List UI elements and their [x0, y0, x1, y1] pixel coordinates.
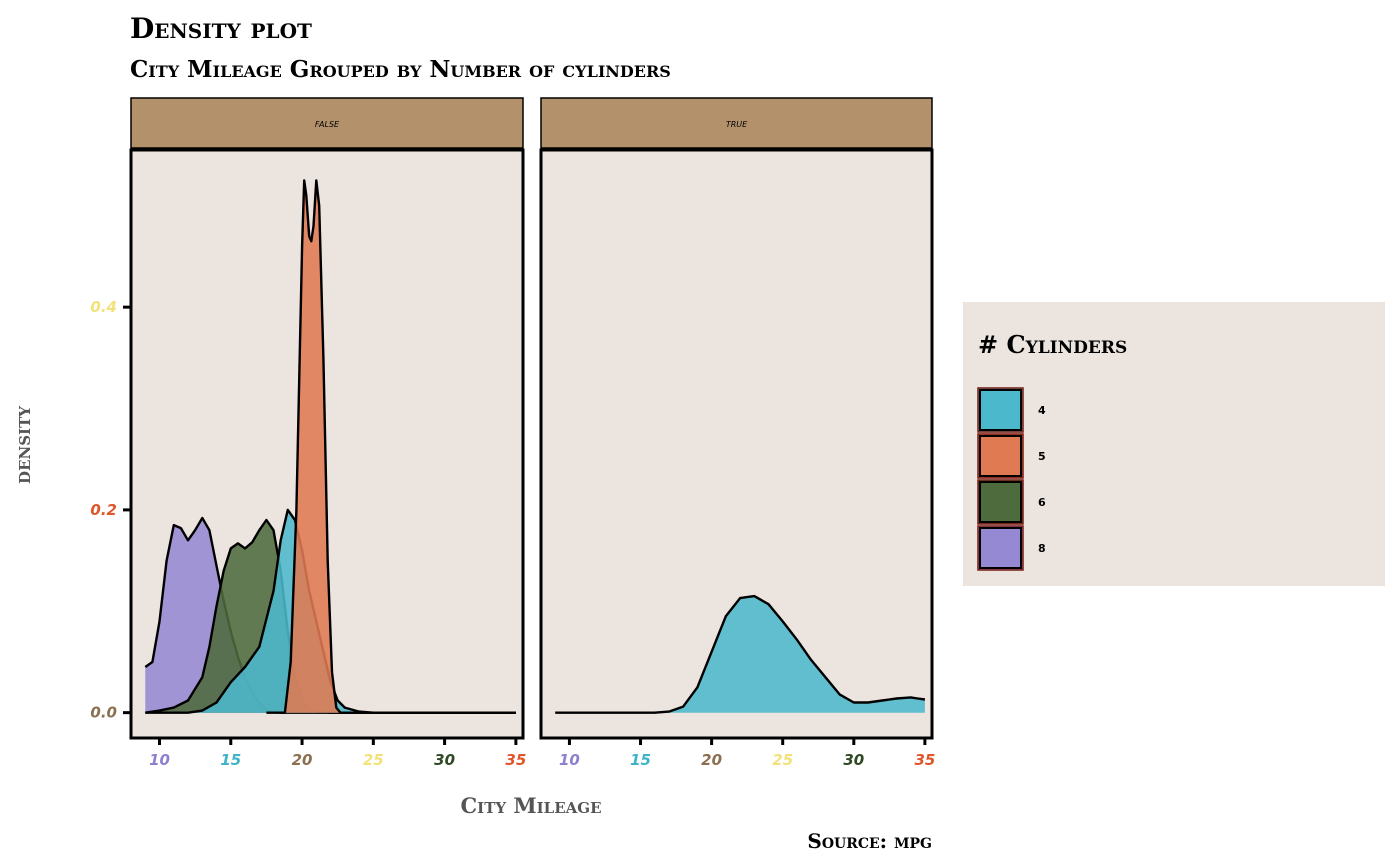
facet-true: true 10 15 20 25 30 35 — [539, 97, 935, 769]
x-tick-label: 25 — [772, 751, 793, 769]
x-tick-label: 30 — [843, 751, 864, 769]
x-tick-label: 10 — [559, 751, 580, 769]
legend-key-border — [979, 527, 1022, 569]
x-tick-label: 25 — [363, 751, 384, 769]
chart-subtitle: City Mileage Grouped by Number of cylind… — [130, 56, 671, 83]
legend-label-8: 8 — [1038, 542, 1046, 555]
legend-background — [963, 302, 1385, 586]
facet-strip-label: true — [726, 116, 748, 130]
x-tick-label: 20 — [701, 751, 722, 769]
facet-strip-label: false — [315, 116, 340, 130]
y-tick-label: 0.4 — [90, 298, 117, 316]
x-tick-label: 35 — [505, 751, 526, 769]
legend-key-border — [979, 389, 1022, 431]
legend-key-border — [979, 435, 1022, 477]
legend-label-6: 6 — [1038, 496, 1046, 509]
x-tick-label: 15 — [630, 751, 651, 769]
chart-caption: Source: mpg — [807, 829, 932, 853]
facet-strip — [130, 97, 524, 149]
legend-items: 4 5 6 8 — [977, 387, 1046, 571]
density-area-4-cyl — [555, 596, 925, 713]
density-line-5-cyl — [266, 179, 516, 714]
legend-key-border — [979, 481, 1022, 523]
y-tick-label: 0.0 — [90, 704, 117, 722]
chart-title: Density plot — [130, 12, 312, 45]
x-tick-label: 30 — [434, 751, 455, 769]
legend-key-6 — [977, 479, 1024, 525]
x-tick-label: 20 — [292, 751, 313, 769]
legend-key-5 — [977, 433, 1024, 479]
x-axis-title: City Mileage — [460, 793, 601, 818]
y-tick-label: 0.2 — [90, 501, 117, 519]
facet-strip — [540, 97, 933, 149]
density-area-6-cyl — [145, 520, 516, 713]
density-line-4-cyl — [555, 594, 926, 714]
x-tick-label: 15 — [220, 751, 241, 769]
facet-panels: false 10 15 20 25 30 35 0.0 0.2 0.4 true 10 15 20 25 30… — [90, 97, 935, 769]
legend-key-4 — [977, 387, 1024, 433]
legend: # Cylinders 4 5 6 8 — [963, 302, 1385, 586]
legend-key-8 — [977, 525, 1024, 571]
y-axis-title: density — [10, 406, 35, 484]
facet-false: false 10 15 20 25 30 35 0.0 0.2 0.4 — [90, 97, 526, 769]
legend-title: # Cylinders — [978, 330, 1127, 359]
legend-label-4: 4 — [1038, 404, 1046, 417]
x-tick-label: 35 — [914, 751, 935, 769]
x-tick-label: 10 — [149, 751, 170, 769]
legend-label-5: 5 — [1038, 450, 1046, 463]
